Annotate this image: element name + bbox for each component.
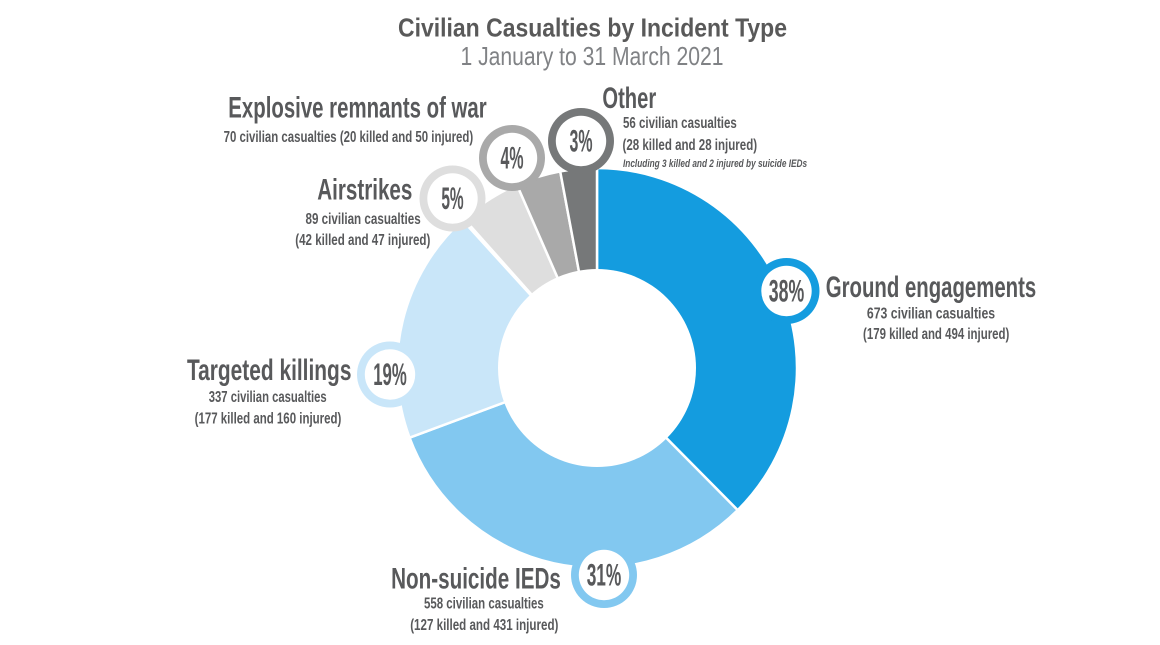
- svg-text:(177 killed and 160 injured): (177 killed and 160 injured): [195, 411, 342, 428]
- svg-text:Ground engagements: Ground engagements: [826, 271, 1036, 304]
- svg-text:Non-suicide IEDs: Non-suicide IEDs: [391, 563, 561, 596]
- svg-text:558 civilian casualties: 558 civilian casualties: [424, 596, 544, 613]
- svg-text:Targeted killings: Targeted killings: [187, 354, 352, 387]
- svg-text:673 civilian casualties: 673 civilian casualties: [867, 306, 995, 323]
- svg-text:4%: 4%: [501, 140, 524, 176]
- svg-text:(42 killed and 47 injured): (42 killed and 47 injured): [295, 232, 430, 249]
- svg-text:38%: 38%: [769, 273, 804, 309]
- svg-text:(179 killed and 494 injured): (179 killed and 494 injured): [863, 326, 1009, 343]
- svg-text:3%: 3%: [570, 123, 593, 159]
- svg-text:Other: Other: [602, 82, 656, 115]
- svg-text:70 civilian casualties (20 kil: 70 civilian casualties (20 killed and 50…: [224, 129, 474, 146]
- svg-text:(127 killed and 431 injured): (127 killed and 431 injured): [410, 617, 558, 634]
- svg-text:5%: 5%: [441, 180, 463, 216]
- svg-text:Explosive remnants of war: Explosive remnants of war: [228, 91, 487, 124]
- svg-text:337 civilian casualties: 337 civilian casualties: [209, 389, 327, 406]
- svg-text:Civilian Casualties by Inciden: Civilian Casualties by Incident Type: [398, 13, 787, 43]
- svg-text:89 civilian casualties: 89 civilian casualties: [306, 211, 421, 228]
- svg-text:Airstrikes: Airstrikes: [317, 174, 412, 207]
- svg-text:56 civilian casualties: 56 civilian casualties: [623, 115, 737, 132]
- svg-text:1 January to 31 March 2021: 1 January to 31 March 2021: [461, 41, 724, 71]
- svg-text:(28 killed and 28 injured): (28 killed and 28 injured): [623, 137, 758, 154]
- svg-text:19%: 19%: [373, 356, 407, 392]
- svg-text:31%: 31%: [587, 557, 622, 593]
- svg-text:Including 3 killed and 2 injur: Including 3 killed and 2 injured by suic…: [623, 158, 807, 170]
